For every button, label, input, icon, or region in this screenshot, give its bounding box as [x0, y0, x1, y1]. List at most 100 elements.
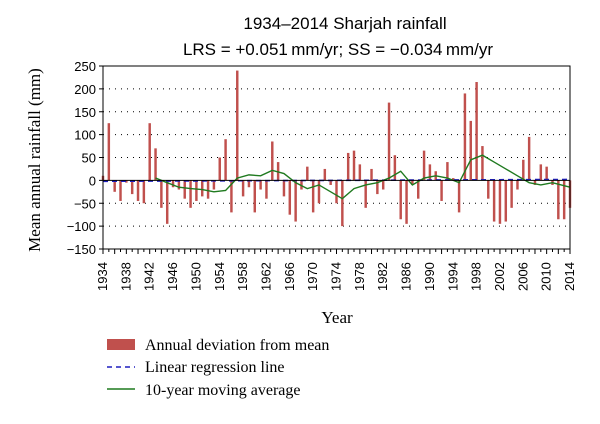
- bar: [492, 180, 496, 222]
- bar-series: [101, 70, 572, 227]
- bar: [130, 180, 134, 195]
- y-tick-label: −100: [67, 219, 96, 234]
- bar: [381, 180, 385, 190]
- bar: [119, 180, 122, 201]
- bar: [230, 180, 233, 213]
- bar: [335, 180, 338, 204]
- legend-label-moving-average: 10-year moving average: [145, 382, 300, 399]
- bar: [557, 180, 560, 220]
- bar: [236, 70, 239, 181]
- bar: [183, 180, 186, 199]
- x-tick-label: 2002: [492, 262, 507, 291]
- bar: [282, 180, 286, 197]
- x-tick-label: 1958: [235, 262, 250, 291]
- moving-average-line: [155, 154, 571, 200]
- y-tick-label: 100: [74, 128, 96, 143]
- bar: [142, 180, 146, 204]
- y-tick-label: 250: [74, 59, 96, 74]
- bar: [160, 180, 163, 208]
- bar: [288, 180, 292, 215]
- bar: [428, 164, 432, 181]
- bar: [475, 82, 478, 181]
- bar: [113, 180, 116, 192]
- x-tick-label: 1938: [118, 262, 133, 291]
- x-axis-label: Year: [321, 308, 353, 327]
- bar: [452, 178, 455, 181]
- bar: [323, 168, 327, 181]
- bar: [481, 146, 484, 181]
- bar: [527, 136, 531, 181]
- x-tick-label: 1978: [352, 262, 367, 291]
- bar: [539, 164, 543, 181]
- bar: [206, 180, 210, 199]
- bar: [265, 180, 268, 199]
- x-tick-label: 1994: [445, 262, 460, 291]
- y-tick-label: 0: [89, 173, 96, 188]
- bar: [387, 102, 391, 181]
- bar: [136, 180, 140, 201]
- bar: [195, 180, 198, 201]
- bar: [440, 180, 443, 201]
- bar: [487, 180, 490, 199]
- bar: [533, 180, 537, 185]
- bar: [346, 152, 350, 181]
- bar: [352, 150, 356, 181]
- x-tick-label: 1962: [258, 262, 273, 291]
- bar: [171, 180, 175, 188]
- regression-line: [102, 178, 571, 183]
- bar: [247, 180, 251, 188]
- bar: [522, 159, 525, 181]
- bar: [224, 139, 227, 181]
- bar: [510, 180, 513, 208]
- bar: [498, 180, 502, 224]
- x-tick-label: 1934: [95, 262, 110, 291]
- bar: [416, 180, 420, 199]
- bar: [358, 164, 362, 181]
- y-axis-label: Mean annual rainfall (mm): [25, 68, 44, 252]
- bar: [463, 93, 467, 181]
- x-tick-label: 1998: [469, 262, 484, 291]
- bar: [341, 180, 344, 227]
- x-tick-label: 1966: [282, 262, 297, 291]
- y-tick-label: −50: [74, 196, 96, 211]
- bar: [446, 162, 449, 181]
- x-tick-label: 1950: [188, 262, 203, 291]
- bar: [201, 180, 204, 197]
- bar: [311, 180, 315, 213]
- bar: [504, 180, 508, 222]
- y-tick-label: 50: [82, 151, 96, 166]
- bar: [218, 157, 221, 181]
- line-series: [102, 154, 571, 200]
- bar: [422, 150, 426, 181]
- bar: [545, 166, 548, 181]
- bar: [469, 120, 472, 181]
- bar: [154, 148, 157, 181]
- chart-title: 1934–2014 Sharjah rainfall: [243, 14, 446, 33]
- x-tick-label: 2014: [562, 262, 577, 291]
- bar: [317, 180, 321, 204]
- x-tick-label: 1946: [165, 262, 180, 291]
- y-tick-label: 200: [74, 82, 96, 97]
- bar: [165, 180, 169, 224]
- bar: [329, 180, 332, 185]
- legend-item-moving-average: 10-year moving average: [107, 382, 300, 399]
- bar: [411, 180, 414, 185]
- bar: [241, 180, 245, 197]
- x-tick-label: 1982: [375, 262, 390, 291]
- x-tick-label: 1954: [212, 262, 227, 291]
- x-tick-label: 1942: [142, 262, 157, 291]
- bar: [516, 180, 519, 190]
- bar: [294, 180, 297, 222]
- bar: [562, 180, 566, 220]
- x-tick-label: 1974: [329, 262, 344, 291]
- bar: [125, 180, 128, 183]
- bar: [189, 180, 192, 208]
- legend-item-regression: Linear regression line: [107, 359, 285, 376]
- bar: [405, 180, 408, 224]
- bar: [212, 180, 216, 190]
- y-tick-label: −150: [67, 242, 96, 257]
- bar: [393, 155, 397, 181]
- bar: [148, 123, 151, 181]
- x-tick-label: 1986: [399, 262, 414, 291]
- bar: [107, 123, 111, 181]
